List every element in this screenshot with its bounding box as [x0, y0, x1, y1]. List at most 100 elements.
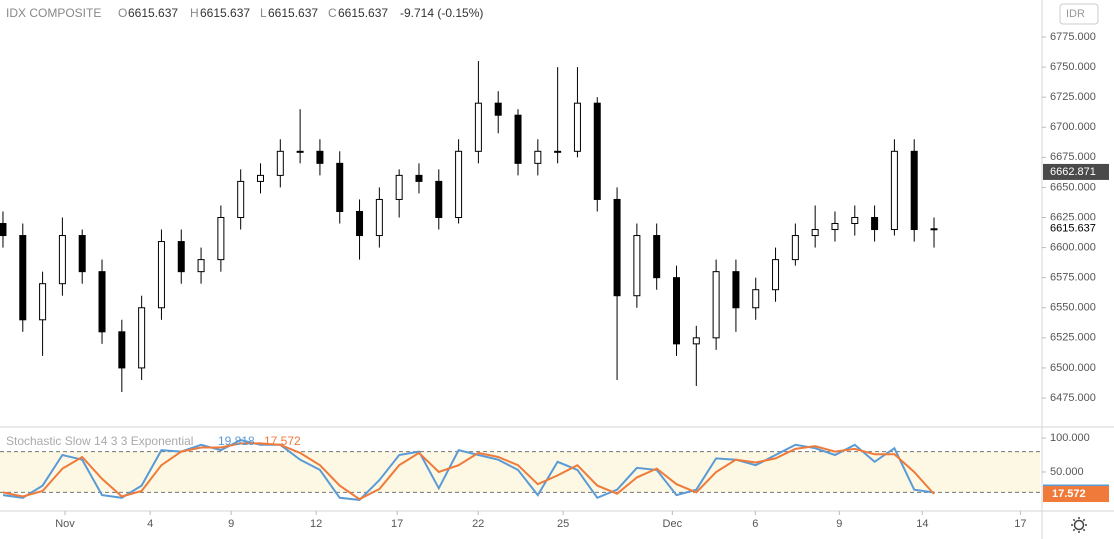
x-tick-label: 12: [310, 518, 322, 530]
x-tick-label: 4: [147, 518, 153, 530]
symbol: IDX COMPOSITE: [6, 6, 101, 20]
settings-icon[interactable]: [1071, 517, 1087, 533]
candle-body: [336, 162, 344, 212]
candle-body: [890, 150, 898, 231]
candle-body: [910, 150, 918, 231]
candle-body: [791, 235, 799, 261]
legend-header: IDX COMPOSITE O 6615.637 H 6615.637 L 66…: [6, 6, 483, 20]
x-tick-label: 22: [472, 518, 484, 530]
candle-body: [157, 241, 165, 309]
candle-body: [296, 150, 304, 153]
candle-body: [593, 102, 601, 200]
x-tick-label: Dec: [663, 518, 683, 530]
x-tick-label: 17: [1014, 518, 1026, 530]
candle-body: [276, 150, 284, 176]
candle-body: [752, 289, 760, 309]
x-tick-label: 25: [557, 518, 569, 530]
x-tick-label: 17: [391, 518, 403, 530]
candle-body: [633, 235, 641, 297]
y-tick-label: 6575.000: [1050, 272, 1096, 284]
candle-body: [712, 271, 720, 339]
y-tick-label: 6700.000: [1050, 121, 1096, 133]
y-tick-label: 50.000: [1050, 466, 1084, 478]
low-value: 6615.637: [268, 6, 318, 20]
y-tick-label: 6525.000: [1050, 332, 1096, 344]
price-tag-label: 6662.871: [1050, 166, 1096, 178]
y-tick-label: 6475.000: [1050, 392, 1096, 404]
y-tick-label: 6500.000: [1050, 362, 1096, 374]
candle-body: [217, 217, 225, 261]
candle-body: [237, 180, 245, 219]
high-value: 6615.637: [200, 6, 250, 20]
x-tick-label: Nov: [55, 518, 75, 530]
candle-body: [871, 217, 879, 231]
candle-body: [573, 102, 581, 152]
price-tag-label: 6615.637: [1050, 223, 1096, 235]
candle-body: [138, 307, 146, 369]
candle-body: [435, 180, 443, 219]
candle-body: [395, 174, 403, 200]
candle-body: [653, 235, 661, 279]
candle-body: [534, 150, 542, 164]
y-tick-label: 6725.000: [1050, 91, 1096, 103]
candle-body: [831, 223, 839, 231]
x-tick-label: 14: [916, 518, 928, 530]
candle-body: [78, 235, 86, 273]
candle-body: [455, 150, 463, 219]
candle-body: [554, 150, 562, 153]
candle-body: [692, 337, 700, 345]
candle-body: [19, 235, 27, 321]
candle-body: [811, 229, 819, 237]
candle-body: [177, 241, 185, 273]
low-label: L: [260, 6, 267, 20]
y-tick-label: 6750.000: [1050, 61, 1096, 73]
candle-body: [514, 114, 522, 164]
y-tick-label: 6650.000: [1050, 181, 1096, 193]
candle-body: [930, 228, 938, 231]
open-label: O: [118, 6, 127, 20]
candle-body: [851, 217, 859, 225]
price-tag: [1043, 163, 1109, 180]
candle-body: [732, 271, 740, 309]
y-tick-label: 6600.000: [1050, 241, 1096, 253]
change: -9.714 (-0.15%): [400, 6, 483, 20]
currency-label[interactable]: IDR: [1066, 8, 1085, 20]
indicator-value: 17.572: [264, 434, 301, 448]
stoch-line: [2, 442, 935, 501]
candle-body: [772, 259, 780, 291]
x-tick-label: 9: [228, 518, 234, 530]
close-label: C: [328, 6, 337, 20]
candle-body: [415, 174, 423, 182]
high-label: H: [190, 6, 199, 20]
candle-body: [356, 210, 364, 237]
candle-body: [474, 102, 482, 152]
y-tick-label: 6550.000: [1050, 302, 1096, 314]
candle-body: [118, 331, 126, 369]
candle-body: [375, 198, 383, 237]
gear-ring[interactable]: [1073, 519, 1085, 531]
candle-body: [256, 174, 264, 182]
currency-button[interactable]: [1059, 3, 1099, 25]
value-tag-label: 17.572: [1052, 488, 1086, 500]
y-tick-label: 6675.000: [1050, 151, 1096, 163]
candle-body: [58, 235, 66, 285]
candle-body: [0, 223, 7, 237]
indicator-title: Stochastic Slow 14 3 3 Exponential: [6, 434, 193, 448]
y-tick-label: 6775.000: [1050, 31, 1096, 43]
y-tick-label: 100.000: [1050, 432, 1090, 444]
indicator-value: 19.818: [218, 434, 255, 448]
close-value: 6615.637: [338, 6, 388, 20]
candle-body: [494, 102, 502, 116]
candle-body: [316, 150, 324, 164]
open-value: 6615.637: [128, 6, 178, 20]
stoch-line: [2, 438, 935, 501]
price-tag: [1042, 220, 1110, 238]
candle-body: [197, 259, 205, 273]
candle-body: [672, 277, 680, 345]
value-tag: [1043, 486, 1109, 503]
candle-body: [98, 271, 106, 333]
candle-body: [39, 283, 47, 321]
x-tick-label: 9: [836, 518, 842, 530]
gear-teeth[interactable]: [1071, 517, 1087, 533]
